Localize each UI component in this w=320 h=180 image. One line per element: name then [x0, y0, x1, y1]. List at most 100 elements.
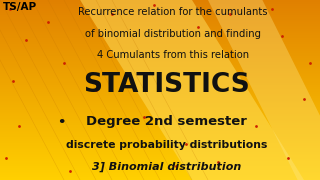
Bar [0, 97, 320, 98]
Bar [0, 39, 320, 40]
Bar [0, 65, 320, 66]
Bar [0, 4, 320, 5]
Bar [0, 131, 320, 132]
Bar [0, 139, 320, 140]
Bar [0, 24, 320, 25]
Bar [0, 53, 320, 54]
Bar [0, 151, 320, 152]
Bar [0, 163, 320, 164]
Bar [0, 155, 320, 156]
Bar [0, 62, 320, 63]
Bar [0, 66, 320, 67]
Bar [0, 38, 320, 39]
Bar [0, 103, 320, 104]
Bar [0, 153, 320, 154]
Bar [0, 64, 320, 65]
Bar [0, 173, 320, 174]
Bar [0, 86, 320, 87]
Text: •: • [58, 116, 66, 129]
Bar [0, 92, 320, 93]
Bar [0, 94, 320, 95]
Bar [0, 135, 320, 136]
Bar [0, 17, 320, 18]
Bar [0, 91, 320, 92]
Bar [0, 0, 320, 1]
Bar [0, 51, 320, 52]
Bar [0, 90, 320, 91]
Bar [0, 32, 320, 33]
Bar [0, 107, 320, 108]
Bar [0, 160, 320, 161]
Bar [0, 96, 320, 97]
Bar [0, 44, 320, 45]
Bar [0, 147, 320, 148]
Bar [0, 122, 320, 123]
Bar [0, 84, 320, 85]
Bar [0, 81, 320, 82]
Bar [0, 100, 320, 101]
Bar [0, 148, 320, 149]
Bar [0, 157, 320, 158]
Polygon shape [208, 0, 320, 180]
Bar [0, 126, 320, 127]
Bar [0, 25, 320, 26]
Bar [0, 99, 320, 100]
Bar [0, 13, 320, 14]
Bar [0, 49, 320, 50]
Bar [0, 83, 320, 84]
Bar [0, 21, 320, 22]
Bar [0, 43, 320, 44]
Bar [0, 165, 320, 166]
Bar [0, 129, 320, 130]
Bar [0, 3, 320, 4]
Bar [0, 128, 320, 129]
Bar [0, 171, 320, 172]
Bar [0, 12, 320, 13]
Bar [0, 120, 320, 121]
Bar [0, 109, 320, 110]
Bar [0, 130, 320, 131]
Bar [0, 35, 320, 36]
Bar [0, 79, 320, 80]
Bar [0, 48, 320, 49]
Bar [0, 16, 320, 17]
Bar [0, 14, 320, 15]
Bar [0, 127, 320, 128]
Bar [0, 55, 320, 56]
Bar [0, 168, 320, 169]
Bar [0, 76, 320, 77]
Bar [0, 23, 320, 24]
Bar [0, 72, 320, 73]
Bar [0, 140, 320, 141]
Bar [0, 178, 320, 179]
Bar [0, 74, 320, 75]
Bar [0, 42, 320, 43]
Bar [0, 94, 320, 95]
Bar [0, 141, 320, 142]
Bar [0, 41, 320, 42]
Bar [0, 71, 320, 72]
Bar [0, 63, 320, 64]
Bar [0, 104, 320, 105]
Bar [0, 29, 320, 30]
Bar [0, 11, 320, 12]
Text: STATISTICS: STATISTICS [83, 72, 250, 98]
Bar [0, 167, 320, 168]
Text: Recurrence relation for the cumulants: Recurrence relation for the cumulants [78, 7, 268, 17]
Bar [0, 137, 320, 138]
Bar [0, 154, 320, 155]
Bar [0, 59, 320, 60]
Bar [0, 159, 320, 160]
Text: 4 Cumulants from this relation: 4 Cumulants from this relation [97, 50, 249, 60]
Bar [0, 146, 320, 147]
Bar [0, 52, 320, 53]
Bar [0, 47, 320, 48]
Bar [0, 156, 320, 157]
Bar [0, 8, 320, 9]
Bar [0, 166, 320, 167]
Bar [0, 114, 320, 115]
Bar [0, 170, 320, 171]
Bar [0, 37, 320, 38]
Bar [0, 20, 320, 21]
Bar [0, 27, 320, 28]
